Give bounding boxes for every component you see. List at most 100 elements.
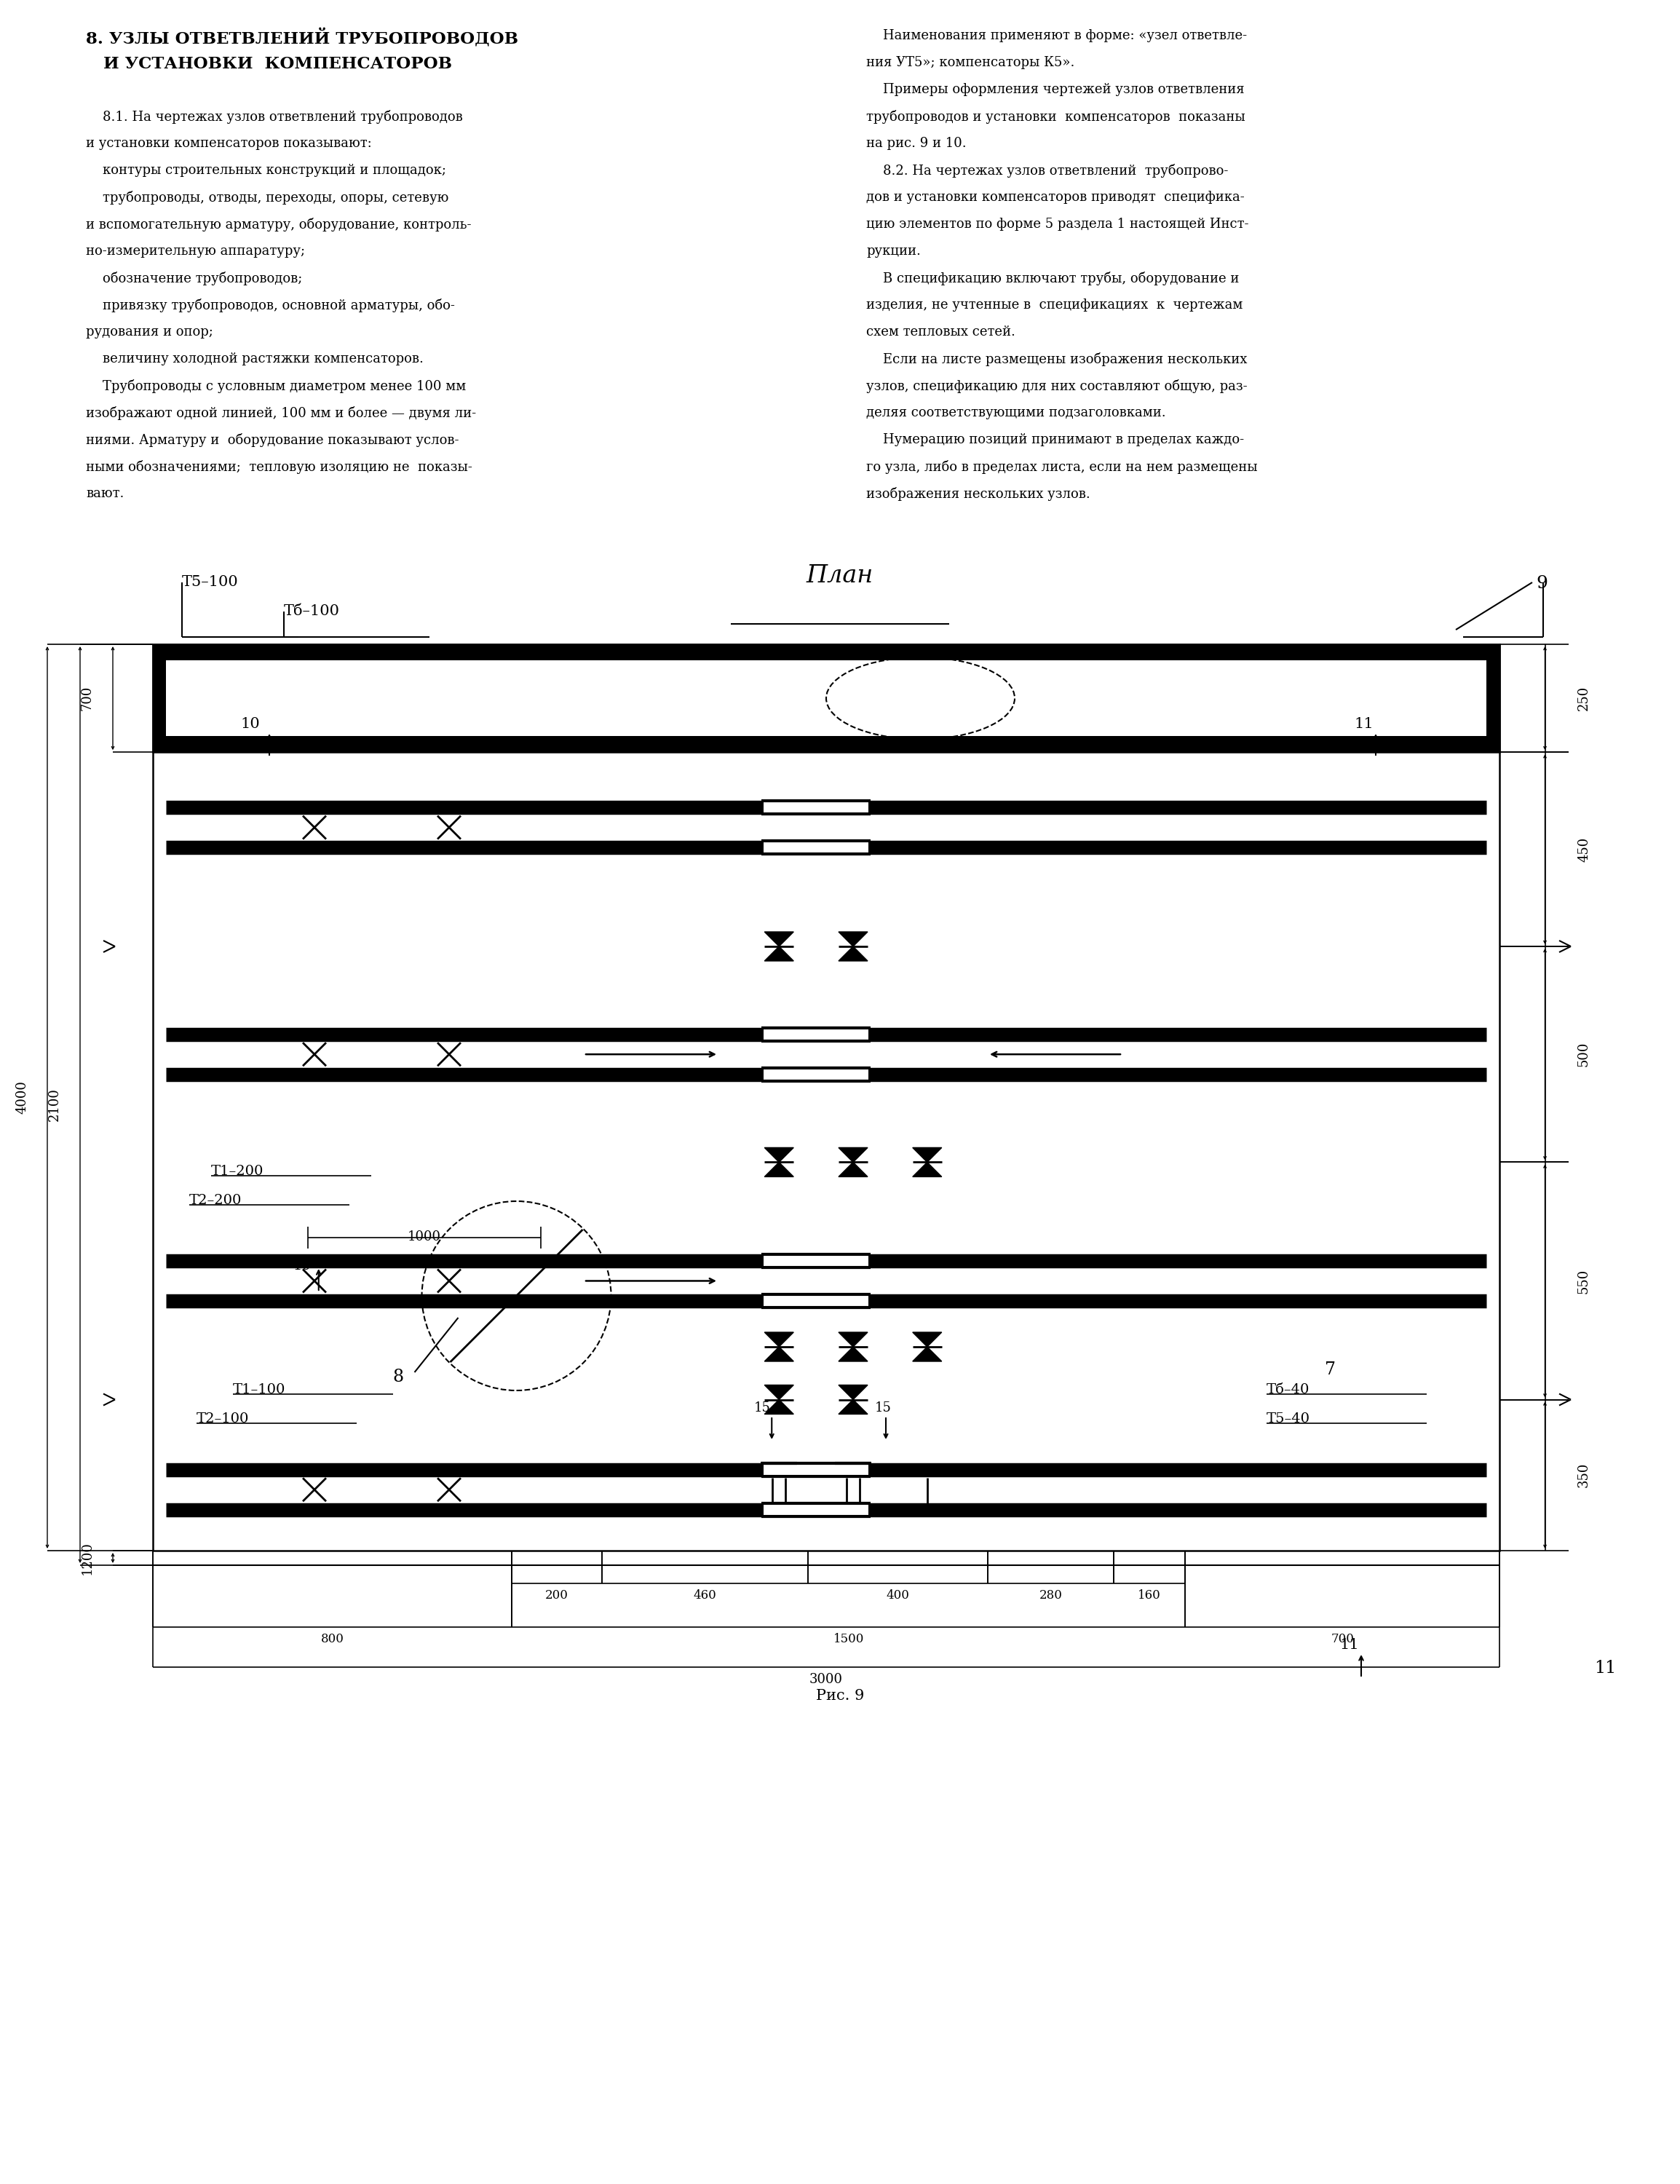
- Text: 1000: 1000: [408, 1230, 442, 1243]
- Text: изображают одной линией, 100 мм и более — двумя ли-: изображают одной линией, 100 мм и более …: [86, 406, 475, 419]
- Polygon shape: [912, 1147, 942, 1162]
- Bar: [166, 1267, 1487, 1295]
- Polygon shape: [764, 1385, 793, 1400]
- Bar: [166, 812, 1487, 843]
- Polygon shape: [764, 946, 793, 961]
- Text: 1200: 1200: [81, 1542, 94, 1575]
- Text: схем тепловых сетей.: схем тепловых сетей.: [867, 325, 1015, 339]
- Text: 460: 460: [694, 1590, 717, 1601]
- Text: 11: 11: [1339, 1638, 1359, 1651]
- Text: 10: 10: [294, 1260, 311, 1273]
- Text: рукции.: рукции.: [867, 245, 921, 258]
- Polygon shape: [838, 946, 867, 961]
- Polygon shape: [764, 1332, 793, 1348]
- Text: Т5–100: Т5–100: [181, 574, 239, 590]
- Bar: [166, 1474, 1487, 1505]
- Text: 9: 9: [1536, 574, 1547, 592]
- Bar: [153, 644, 1500, 751]
- Text: 700: 700: [81, 686, 94, 710]
- Polygon shape: [838, 1147, 867, 1162]
- Text: 400: 400: [887, 1590, 909, 1601]
- Text: изделия, не учтенные в  спецификациях  к  чертежам: изделия, не учтенные в спецификациях к ч…: [867, 299, 1243, 312]
- Text: В спецификацию включают трубы, оборудование и: В спецификацию включают трубы, оборудова…: [867, 271, 1240, 286]
- Text: 8.1. На чертежах узлов ответвлений трубопроводов: 8.1. На чертежах узлов ответвлений трубо…: [86, 109, 462, 124]
- Polygon shape: [764, 933, 793, 946]
- Text: 350: 350: [1578, 1463, 1591, 1487]
- Text: 700: 700: [1331, 1634, 1354, 1645]
- Bar: [153, 644, 1500, 1551]
- Text: 250: 250: [1578, 686, 1591, 710]
- Text: на рис. 9 и 10.: на рис. 9 и 10.: [867, 138, 966, 151]
- Text: 800: 800: [321, 1634, 344, 1645]
- Text: привязку трубопроводов, основной арматуры, обо-: привязку трубопроводов, основной арматур…: [86, 299, 455, 312]
- Text: трубопроводов и установки  компенсаторов  показаны: трубопроводов и установки компенсаторов …: [867, 109, 1245, 124]
- Text: Т1–200: Т1–200: [212, 1164, 264, 1177]
- Bar: [153, 644, 166, 751]
- Text: обозначение трубопроводов;: обозначение трубопроводов;: [86, 271, 302, 286]
- Text: 280: 280: [1038, 1590, 1062, 1601]
- Text: Тб–40: Тб–40: [1267, 1382, 1310, 1396]
- Text: 500: 500: [1578, 1042, 1591, 1066]
- Text: трубопроводы, отводы, переходы, опоры, сетевую: трубопроводы, отводы, переходы, опоры, с…: [86, 190, 449, 205]
- Text: Примеры оформления чертежей узлов ответвления: Примеры оформления чертежей узлов ответв…: [867, 83, 1245, 96]
- Text: ниями. Арматуру и  оборудование показывают услов-: ниями. Арматуру и оборудование показываю…: [86, 432, 459, 448]
- Text: контуры строительных конструкций и площадок;: контуры строительных конструкций и площа…: [86, 164, 447, 177]
- Polygon shape: [838, 1385, 867, 1400]
- Text: 3000: 3000: [810, 1673, 843, 1686]
- Bar: [153, 736, 1500, 751]
- Polygon shape: [838, 1348, 867, 1361]
- Text: изображения нескольких узлов.: изображения нескольких узлов.: [867, 487, 1090, 500]
- Text: Тб–100: Тб–100: [284, 605, 339, 618]
- Text: План: План: [806, 563, 874, 587]
- Text: 8. УЗЛЫ ОТВЕТВЛЕНИЙ ТРУБОПРОВОДОВ: 8. УЗЛЫ ОТВЕТВЛЕНИЙ ТРУБОПРОВОДОВ: [86, 28, 517, 48]
- Text: 8: 8: [393, 1369, 403, 1385]
- Text: Наименования применяют в форме: «узел ответвле-: Наименования применяют в форме: «узел от…: [867, 28, 1247, 41]
- Text: и вспомогательную арматуру, оборудование, контроль-: и вспомогательную арматуру, оборудование…: [86, 218, 472, 232]
- Text: Если на листе размещены изображения нескольких: Если на листе размещены изображения неск…: [867, 352, 1247, 367]
- Text: 7: 7: [1326, 1361, 1336, 1378]
- Polygon shape: [838, 1332, 867, 1348]
- Text: 11: 11: [1594, 1660, 1616, 1677]
- Text: деляя соответствующими подзаголовками.: деляя соответствующими подзаголовками.: [867, 406, 1166, 419]
- Text: Т5–40: Т5–40: [1267, 1413, 1310, 1426]
- Polygon shape: [912, 1332, 942, 1348]
- Bar: [166, 1040, 1487, 1070]
- Text: 2100: 2100: [49, 1088, 60, 1120]
- Polygon shape: [764, 1162, 793, 1177]
- Text: 8.2. На чертежах узлов ответвлений  трубопрово-: 8.2. На чертежах узлов ответвлений трубо…: [867, 164, 1228, 177]
- Text: 10: 10: [240, 716, 260, 732]
- Text: И УСТАНОВКИ  КОМПЕНСАТОРОВ: И УСТАНОВКИ КОМПЕНСАТОРОВ: [86, 57, 452, 72]
- Text: цию элементов по форме 5 раздела 1 настоящей Инст-: цию элементов по форме 5 раздела 1 насто…: [867, 218, 1248, 232]
- Text: 4000: 4000: [15, 1081, 29, 1114]
- Text: го узла, либо в пределах листа, если на нем размещены: го узла, либо в пределах листа, если на …: [867, 461, 1258, 474]
- Polygon shape: [912, 1348, 942, 1361]
- Text: и установки компенсаторов показывают:: и установки компенсаторов показывают:: [86, 138, 371, 151]
- Text: 1500: 1500: [833, 1634, 864, 1645]
- Polygon shape: [838, 1400, 867, 1415]
- Text: 15: 15: [754, 1402, 769, 1415]
- Polygon shape: [912, 1162, 942, 1177]
- Polygon shape: [764, 1147, 793, 1162]
- Text: узлов, спецификацию для них составляют общую, раз-: узлов, спецификацию для них составляют о…: [867, 380, 1247, 393]
- Text: ными обозначениями;  тепловую изоляцию не  показы-: ными обозначениями; тепловую изоляцию не…: [86, 461, 472, 474]
- Text: 200: 200: [546, 1590, 568, 1601]
- Text: рудования и опор;: рудования и опор;: [86, 325, 213, 339]
- Bar: [1487, 644, 1500, 751]
- Text: Т2–100: Т2–100: [197, 1413, 249, 1426]
- Text: Т1–100: Т1–100: [234, 1382, 286, 1396]
- Bar: [153, 644, 1500, 660]
- Text: вают.: вают.: [86, 487, 124, 500]
- Text: но-измерительную аппаратуру;: но-измерительную аппаратуру;: [86, 245, 306, 258]
- Polygon shape: [764, 1400, 793, 1415]
- Text: 160: 160: [1137, 1590, 1161, 1601]
- Text: 550: 550: [1578, 1269, 1591, 1293]
- Text: 11: 11: [1354, 716, 1373, 732]
- Polygon shape: [764, 1348, 793, 1361]
- Text: дов и установки компенсаторов приводят  специфика-: дов и установки компенсаторов приводят с…: [867, 190, 1245, 203]
- Text: ния УТ5»; компенсаторы К5».: ния УТ5»; компенсаторы К5».: [867, 57, 1075, 70]
- Polygon shape: [838, 933, 867, 946]
- Text: Трубопроводы с условным диаметром менее 100 мм: Трубопроводы с условным диаметром менее …: [86, 380, 465, 393]
- Polygon shape: [838, 1162, 867, 1177]
- Text: Нумерацию позиций принимают в пределах каждо-: Нумерацию позиций принимают в пределах к…: [867, 432, 1245, 446]
- Text: Рис. 9: Рис. 9: [816, 1688, 864, 1704]
